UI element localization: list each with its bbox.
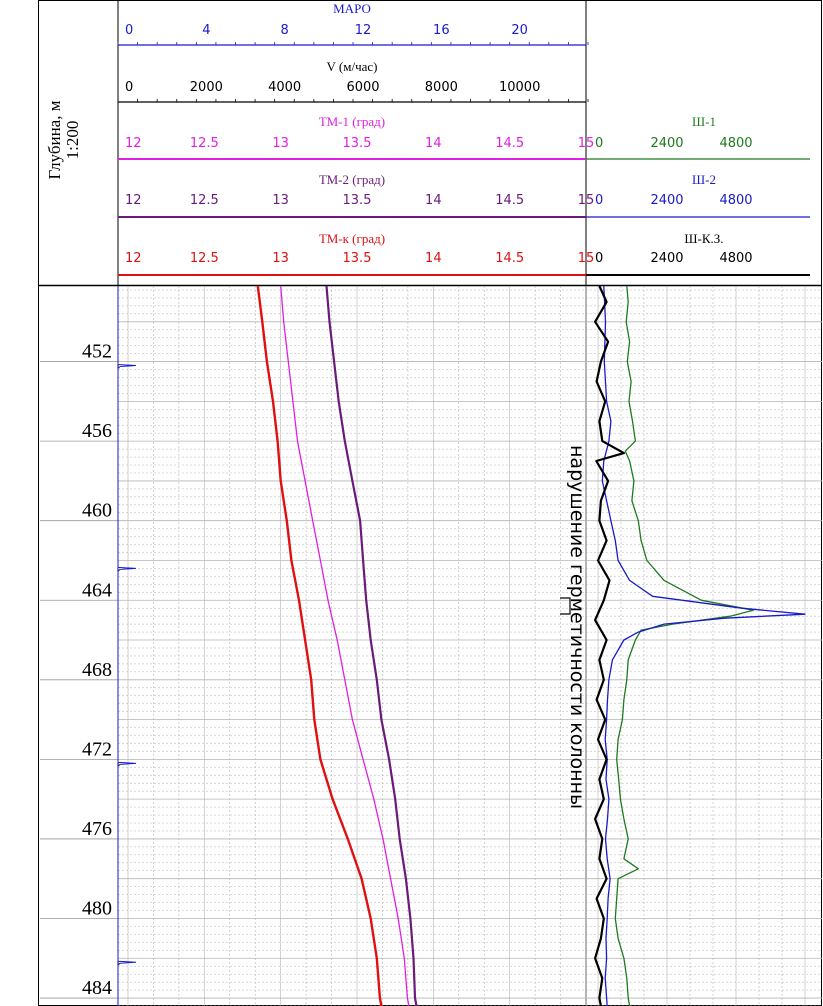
tick-label-tm2: 12 <box>125 193 142 208</box>
track-header-tm1: ТМ-1 (град) 12 12.5 13 13.5 14 14.5 15 <box>118 114 595 160</box>
track-header-sh2: Ш-2 0 2400 4800 <box>586 172 810 218</box>
depth-axis: 452 456 460 464 468 472 476 480 484 <box>40 341 118 999</box>
curve-tmk <box>256 285 383 1006</box>
tick-label-tmk: 12.5 <box>190 251 219 266</box>
depth-label: 464 <box>82 579 112 601</box>
track-title-maro: МАРО <box>333 1 371 16</box>
tick-label-sh2: 0 <box>595 193 603 208</box>
curve-tm2 <box>325 285 418 1006</box>
depth-label: 472 <box>82 738 112 760</box>
tick-label-v: 10000 <box>499 80 540 95</box>
tick-label-sh1: 4800 <box>719 136 752 151</box>
depth-scale-label: 1:200 <box>63 121 82 160</box>
tick-label-tm2: 14.5 <box>495 193 524 208</box>
tick-label-tm1: 12 <box>125 136 142 151</box>
tick-label-tm1: 14.5 <box>495 136 524 151</box>
depth-label: 456 <box>82 420 112 442</box>
tick-label-tmk: 14.5 <box>495 251 524 266</box>
tick-label-sh1: 0 <box>595 136 603 151</box>
header-tracks: МАРО 0 4 8 12 16 20 V (м/час) 0 2000 4000 6000 8000 1… <box>117 1 810 276</box>
track-header-shk: Ш-К.З. 0 2400 4800 <box>586 231 810 276</box>
leak-annotation: нарушение герметичности колонны <box>560 445 588 809</box>
tick-label-tm1: 13.5 <box>343 136 372 151</box>
tick-label-sh1: 2400 <box>650 136 683 151</box>
track-title-tm1: ТМ-1 (град) <box>319 114 385 129</box>
depth-label: 476 <box>82 818 112 840</box>
tick-label-tmk: 13 <box>272 251 289 266</box>
tick-label-tm2: 15 <box>578 193 595 208</box>
track-title-sh1: Ш-1 <box>692 114 716 129</box>
curve-sh2 <box>601 285 806 1006</box>
tick-label-tm2: 12.5 <box>190 193 219 208</box>
tick-label-v: 4000 <box>268 80 301 95</box>
tick-label-tm1: 15 <box>578 136 595 151</box>
maro-curve <box>117 286 137 1006</box>
tick-label-maro: 20 <box>511 23 528 38</box>
tick-label-tm1: 14 <box>425 136 442 151</box>
maro-spikes <box>117 286 137 1006</box>
tick-label-shk: 4800 <box>719 251 752 266</box>
tick-label-tm2: 13.5 <box>343 193 372 208</box>
curve-tm1 <box>280 285 410 1006</box>
depth-label: 480 <box>82 897 112 919</box>
tick-label-maro: 16 <box>433 23 450 38</box>
track-title-shk: Ш-К.З. <box>684 231 723 246</box>
tick-label-sh2: 4800 <box>719 193 752 208</box>
track-header-sh1: Ш-1 0 2400 4800 <box>586 114 810 160</box>
tick-label-maro: 12 <box>355 23 372 38</box>
annotation-bracket <box>560 597 571 615</box>
annotation-text: нарушение герметичности колонны <box>566 445 588 809</box>
depth-label: 460 <box>82 500 112 522</box>
track-header-v: V (м/час) 0 2000 4000 6000 8000 10000 <box>117 59 589 103</box>
tick-label-v: 8000 <box>425 80 458 95</box>
depth-axis-title: Глубина, м <box>45 100 64 179</box>
tick-label-tm1: 13 <box>272 136 289 151</box>
depth-label: 468 <box>82 659 112 681</box>
tick-label-tm2: 14 <box>425 193 442 208</box>
track-header-tmk: ТМ-к (град) 12 12.5 13 13.5 14 14.5 15 <box>118 231 595 276</box>
tick-label-maro: 4 <box>202 23 210 38</box>
track-header-maro: МАРО 0 4 8 12 16 20 <box>117 1 589 46</box>
curve-sh1 <box>614 285 754 1006</box>
tick-label-tmk: 15 <box>578 251 595 266</box>
curves <box>256 285 806 1006</box>
plot-grid <box>118 286 822 1006</box>
tick-label-v: 6000 <box>346 80 379 95</box>
tick-label-v: 2000 <box>190 80 223 95</box>
tick-label-maro: 0 <box>125 23 133 38</box>
track-header-tm2: ТМ-2 (град) 12 12.5 13 13.5 14 14.5 15 <box>118 172 595 218</box>
tick-label-maro: 8 <box>281 23 289 38</box>
curve-shk <box>594 285 625 1006</box>
tick-label-v: 0 <box>125 80 133 95</box>
track-title-v: V (м/час) <box>327 59 378 74</box>
tick-label-sh2: 2400 <box>650 193 683 208</box>
track-title-sh2: Ш-2 <box>692 172 716 187</box>
tick-label-tm2: 13 <box>272 193 289 208</box>
tick-label-tmk: 13.5 <box>343 251 372 266</box>
track-title-tm2: ТМ-2 (град) <box>319 172 385 187</box>
tick-label-tmk: 12 <box>125 251 142 266</box>
tick-label-tmk: 14 <box>425 251 442 266</box>
tick-label-shk: 0 <box>595 251 603 266</box>
track-title-tmk: ТМ-к (град) <box>319 231 385 246</box>
tick-label-shk: 2400 <box>650 251 683 266</box>
depth-label: 452 <box>82 341 112 363</box>
depth-label: 484 <box>82 977 112 999</box>
tick-label-tm1: 12.5 <box>190 136 219 151</box>
